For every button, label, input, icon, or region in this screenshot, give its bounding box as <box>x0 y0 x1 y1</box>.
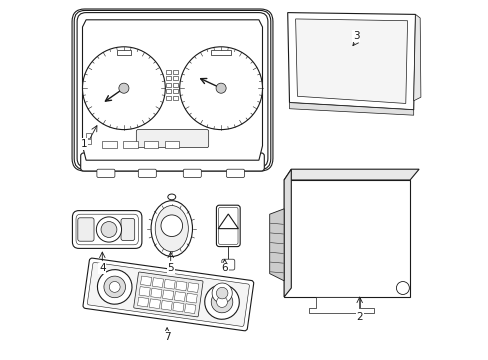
Bar <box>117 50 131 55</box>
Text: 6: 6 <box>221 263 227 273</box>
Bar <box>162 290 173 300</box>
Bar <box>149 299 160 309</box>
Bar <box>173 96 178 100</box>
Polygon shape <box>284 169 418 180</box>
Polygon shape <box>289 103 413 115</box>
Bar <box>152 278 163 288</box>
PathPatch shape <box>222 259 234 270</box>
PathPatch shape <box>76 214 138 245</box>
Polygon shape <box>82 20 262 160</box>
Polygon shape <box>295 19 407 103</box>
FancyBboxPatch shape <box>87 262 249 327</box>
Bar <box>166 76 170 80</box>
Bar <box>173 76 178 80</box>
Polygon shape <box>284 169 291 297</box>
Ellipse shape <box>151 201 192 256</box>
Bar <box>164 141 179 148</box>
Bar <box>211 50 231 55</box>
Bar <box>176 281 186 291</box>
Bar <box>166 83 170 87</box>
Bar <box>187 283 199 292</box>
PathPatch shape <box>136 130 208 148</box>
PathPatch shape <box>226 169 244 177</box>
PathPatch shape <box>121 219 134 240</box>
Circle shape <box>216 287 227 299</box>
Bar <box>86 133 91 138</box>
Circle shape <box>179 47 262 130</box>
Circle shape <box>216 297 227 307</box>
Circle shape <box>211 291 232 313</box>
PathPatch shape <box>72 9 272 171</box>
Bar <box>186 293 197 303</box>
Circle shape <box>216 83 225 93</box>
Circle shape <box>96 217 122 242</box>
Text: 5: 5 <box>167 263 174 273</box>
Bar <box>174 292 185 301</box>
PathPatch shape <box>81 153 264 171</box>
Polygon shape <box>284 180 409 297</box>
Bar <box>150 288 162 298</box>
Polygon shape <box>309 297 373 313</box>
PathPatch shape <box>72 211 142 248</box>
PathPatch shape <box>183 169 201 177</box>
Bar <box>137 297 148 307</box>
PathPatch shape <box>216 205 240 247</box>
FancyBboxPatch shape <box>83 258 253 331</box>
Bar <box>144 141 158 148</box>
Circle shape <box>109 282 120 292</box>
Circle shape <box>212 283 232 303</box>
Circle shape <box>161 215 182 237</box>
Polygon shape <box>413 14 420 101</box>
Text: 7: 7 <box>163 332 170 342</box>
PathPatch shape <box>138 169 156 177</box>
Circle shape <box>119 83 129 93</box>
PathPatch shape <box>77 13 267 167</box>
Ellipse shape <box>155 206 188 252</box>
Text: 4: 4 <box>99 263 105 273</box>
Bar <box>173 83 178 87</box>
Bar <box>86 139 91 144</box>
Text: 1: 1 <box>81 139 87 149</box>
Bar <box>173 70 178 74</box>
Polygon shape <box>287 13 415 110</box>
Bar <box>163 279 175 289</box>
PathPatch shape <box>218 207 238 244</box>
Circle shape <box>204 285 239 319</box>
Circle shape <box>82 47 165 130</box>
Text: 2: 2 <box>356 312 362 322</box>
PathPatch shape <box>78 218 94 241</box>
Circle shape <box>104 276 125 298</box>
Bar <box>166 70 170 74</box>
PathPatch shape <box>74 10 270 170</box>
Bar <box>173 89 178 93</box>
Bar <box>166 96 170 100</box>
Bar <box>123 141 137 148</box>
Polygon shape <box>269 209 284 281</box>
Bar <box>102 141 117 148</box>
Bar <box>139 287 150 296</box>
Text: 3: 3 <box>352 31 359 41</box>
PathPatch shape <box>97 169 115 177</box>
Circle shape <box>101 222 117 238</box>
Bar <box>161 301 172 310</box>
FancyBboxPatch shape <box>133 272 203 317</box>
Bar <box>172 302 183 312</box>
Bar <box>166 89 170 93</box>
Circle shape <box>97 270 132 304</box>
Bar <box>140 276 151 286</box>
Bar <box>184 304 195 314</box>
